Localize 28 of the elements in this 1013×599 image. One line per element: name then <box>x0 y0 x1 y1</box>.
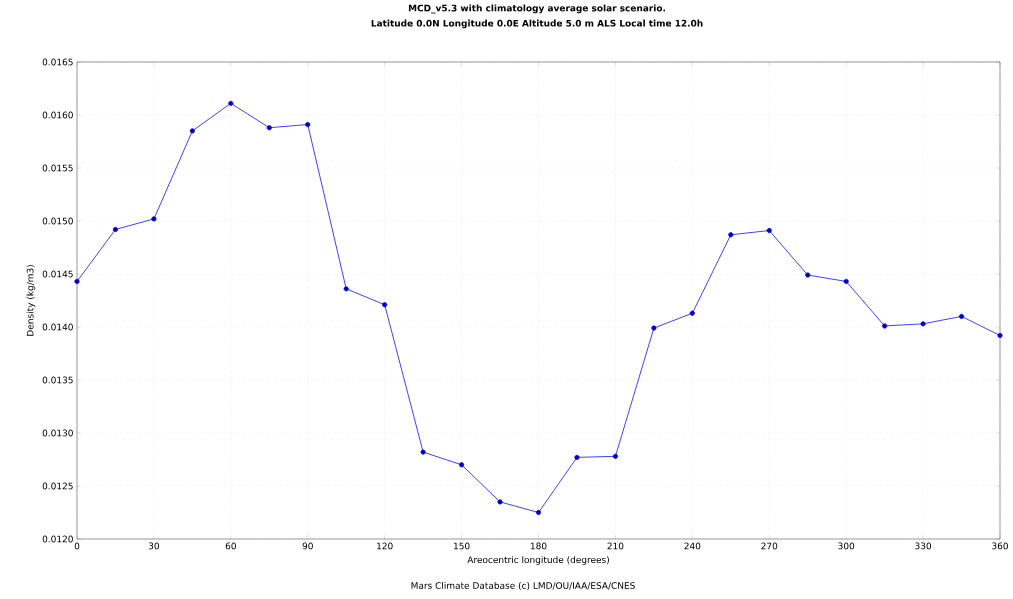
x-tick-label: 120 <box>377 542 393 550</box>
y-tick-label: 0.0125 <box>42 482 73 490</box>
text: Mars Climate Database (c) LMD/OU/IAA/ESA/CNES <box>411 582 635 590</box>
x-tick-label: 330 <box>915 542 932 550</box>
y-tick-label: 0.0165 <box>42 58 73 66</box>
y-tick-label: 0.0130 <box>42 429 73 437</box>
x-axis-title: Areocentric longitude (degrees) <box>467 556 609 565</box>
y-tick-label: 0.0145 <box>42 270 73 278</box>
x-tick-label: 300 <box>838 542 855 550</box>
x-tick-label: 150 <box>454 542 470 550</box>
chart-subtitle: Latitude 0.0N Longitude 0.0E Altitude 5.0 m ALS Local time 12.0h <box>371 19 703 29</box>
chart-title: MCD_v5.3 with climatology average solar scenario. <box>408 4 666 14</box>
x-tick-label: 210 <box>607 542 624 550</box>
y-tick-label: 0.0155 <box>42 164 73 172</box>
x-tick-label: 180 <box>530 542 547 550</box>
x-tick-label: 360 <box>992 542 1008 550</box>
y-tick-label: 0.0150 <box>42 217 73 225</box>
x-tick-label: 240 <box>684 542 701 550</box>
y-axis-title: Density (kg/m3) <box>26 265 36 336</box>
y-tick-label: 0.0135 <box>42 376 73 384</box>
y-tick-label: 0.0120 <box>42 535 73 543</box>
x-tick-label: 60 <box>225 542 236 550</box>
x-tick-label: 30 <box>148 542 160 550</box>
x-tick-label: 0 <box>74 542 80 550</box>
y-tick-label: 0.0140 <box>42 323 73 331</box>
x-tick-label: 270 <box>761 542 778 550</box>
x-tick-label: 90 <box>302 542 313 550</box>
y-tick-label: 0.0160 <box>42 111 73 119</box>
